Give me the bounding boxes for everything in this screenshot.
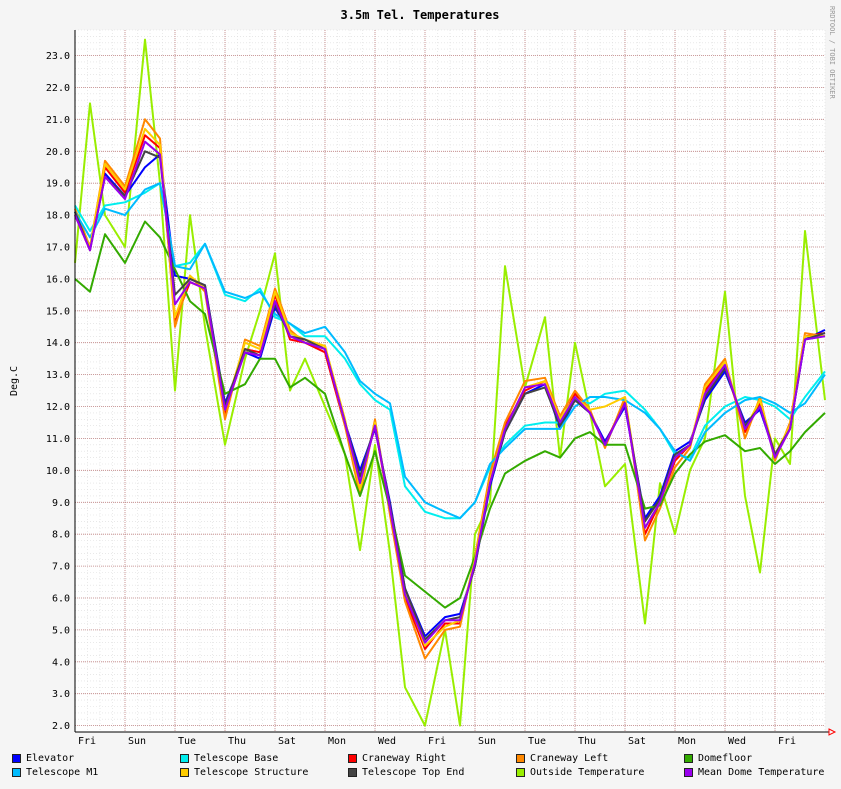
legend-item: Elevator — [12, 752, 180, 765]
legend-item: Craneway Left — [516, 752, 684, 765]
legend-item: Craneway Right — [348, 752, 516, 765]
legend-item: Telescope M1 — [12, 766, 180, 779]
legend-item: Telescope Base — [180, 752, 348, 765]
y-tick-label: 5.0 — [52, 625, 70, 636]
legend-label: Telescope M1 — [26, 767, 99, 778]
legend-label: Outside Temperature — [530, 767, 645, 778]
x-tick-label: Wed — [378, 736, 396, 747]
y-tick-label: 10.0 — [46, 466, 70, 477]
y-tick-label: 21.0 — [46, 115, 70, 126]
chart-title: 3.5m Tel. Temperatures — [341, 8, 500, 22]
legend-swatch — [12, 768, 21, 777]
y-tick-label: 20.0 — [46, 147, 70, 158]
y-tick-label: 13.0 — [46, 370, 70, 381]
legend-swatch — [348, 754, 357, 763]
x-tick-label: Fri — [428, 736, 446, 747]
x-tick-label: Sat — [278, 736, 296, 747]
series-line-outside-temperature — [74, 38, 826, 727]
axes: 2.0 3.0 4.0 5.0 6.0 7.0 8.0 9.0 10.0 11.0 12.0 13.0… — [46, 30, 837, 747]
y-tick-label: 16.0 — [46, 274, 70, 285]
legend-item: Telescope Top End — [348, 766, 516, 779]
y-tick-label: 4.0 — [52, 657, 70, 668]
legend-swatch — [12, 754, 21, 763]
y-tick-label: 19.0 — [46, 179, 70, 190]
legend-item: Mean Dome Temperature — [684, 766, 832, 779]
x-tick-label: Fri — [78, 736, 96, 747]
legend-label: Telescope Structure — [194, 767, 309, 778]
legend-label: Telescope Base — [194, 753, 279, 764]
x-tick-label: Wed — [728, 736, 746, 747]
y-tick-label: 18.0 — [46, 211, 70, 222]
legend: Elevator Telescope Base Craneway Right Cran… — [12, 752, 832, 779]
x-tick-label: Mon — [678, 736, 696, 747]
legend-item: Telescope Structure — [180, 766, 348, 779]
series-line-telescope-m1 — [74, 182, 826, 520]
y-tick-label: 17.0 — [46, 243, 70, 254]
x-tick-label: Tue — [178, 736, 196, 747]
legend-label: Telescope Top End — [362, 767, 465, 778]
watermark: RRDTOOL / TOBI OETIKER — [828, 6, 836, 100]
legend-swatch — [516, 768, 525, 777]
legend-label: Craneway Left — [530, 753, 609, 764]
y-tick-label: 9.0 — [52, 498, 70, 509]
legend-label: Mean Dome Temperature — [698, 767, 825, 778]
y-tick-label: 7.0 — [52, 562, 70, 573]
legend-item: Outside Temperature — [516, 766, 684, 779]
y-tick-label: 11.0 — [46, 434, 70, 445]
legend-swatch — [348, 768, 357, 777]
y-tick-label: 2.0 — [52, 721, 70, 732]
x-tick-label: Thu — [228, 736, 246, 747]
legend-label: Domefloor — [698, 753, 753, 764]
legend-label: Craneway Right — [362, 753, 447, 764]
x-tick-label: Thu — [578, 736, 596, 747]
y-tick-label: 12.0 — [46, 402, 70, 413]
legend-label: Elevator — [26, 753, 75, 764]
legend-item: Domefloor — [684, 752, 832, 765]
x-tick-label: Sat — [628, 736, 646, 747]
legend-swatch — [180, 768, 189, 777]
x-tick-label: Fri — [778, 736, 796, 747]
legend-swatch — [516, 754, 525, 763]
series-line-telescope-base — [74, 182, 826, 520]
y-axis-label: Deg.C — [9, 366, 20, 396]
series-layer — [74, 38, 826, 727]
y-tick-label: 6.0 — [52, 594, 70, 605]
y-tick-label: 14.0 — [46, 338, 70, 349]
x-tick-label: Mon — [328, 736, 346, 747]
y-tick-label: 22.0 — [46, 83, 70, 94]
y-tick-label: 23.0 — [46, 51, 70, 62]
legend-swatch — [180, 754, 189, 763]
y-tick-label: 8.0 — [52, 530, 70, 541]
x-tick-label: Tue — [528, 736, 546, 747]
x-tick-label: Sun — [478, 736, 496, 747]
y-tick-label: 15.0 — [46, 306, 70, 317]
series-line-mean-dome-temperature — [74, 140, 826, 644]
legend-swatch — [684, 768, 693, 777]
legend-swatch — [684, 754, 693, 763]
y-tick-label: 3.0 — [52, 689, 70, 700]
x-axis-arrow — [828, 728, 837, 736]
x-tick-label: Sun — [128, 736, 146, 747]
